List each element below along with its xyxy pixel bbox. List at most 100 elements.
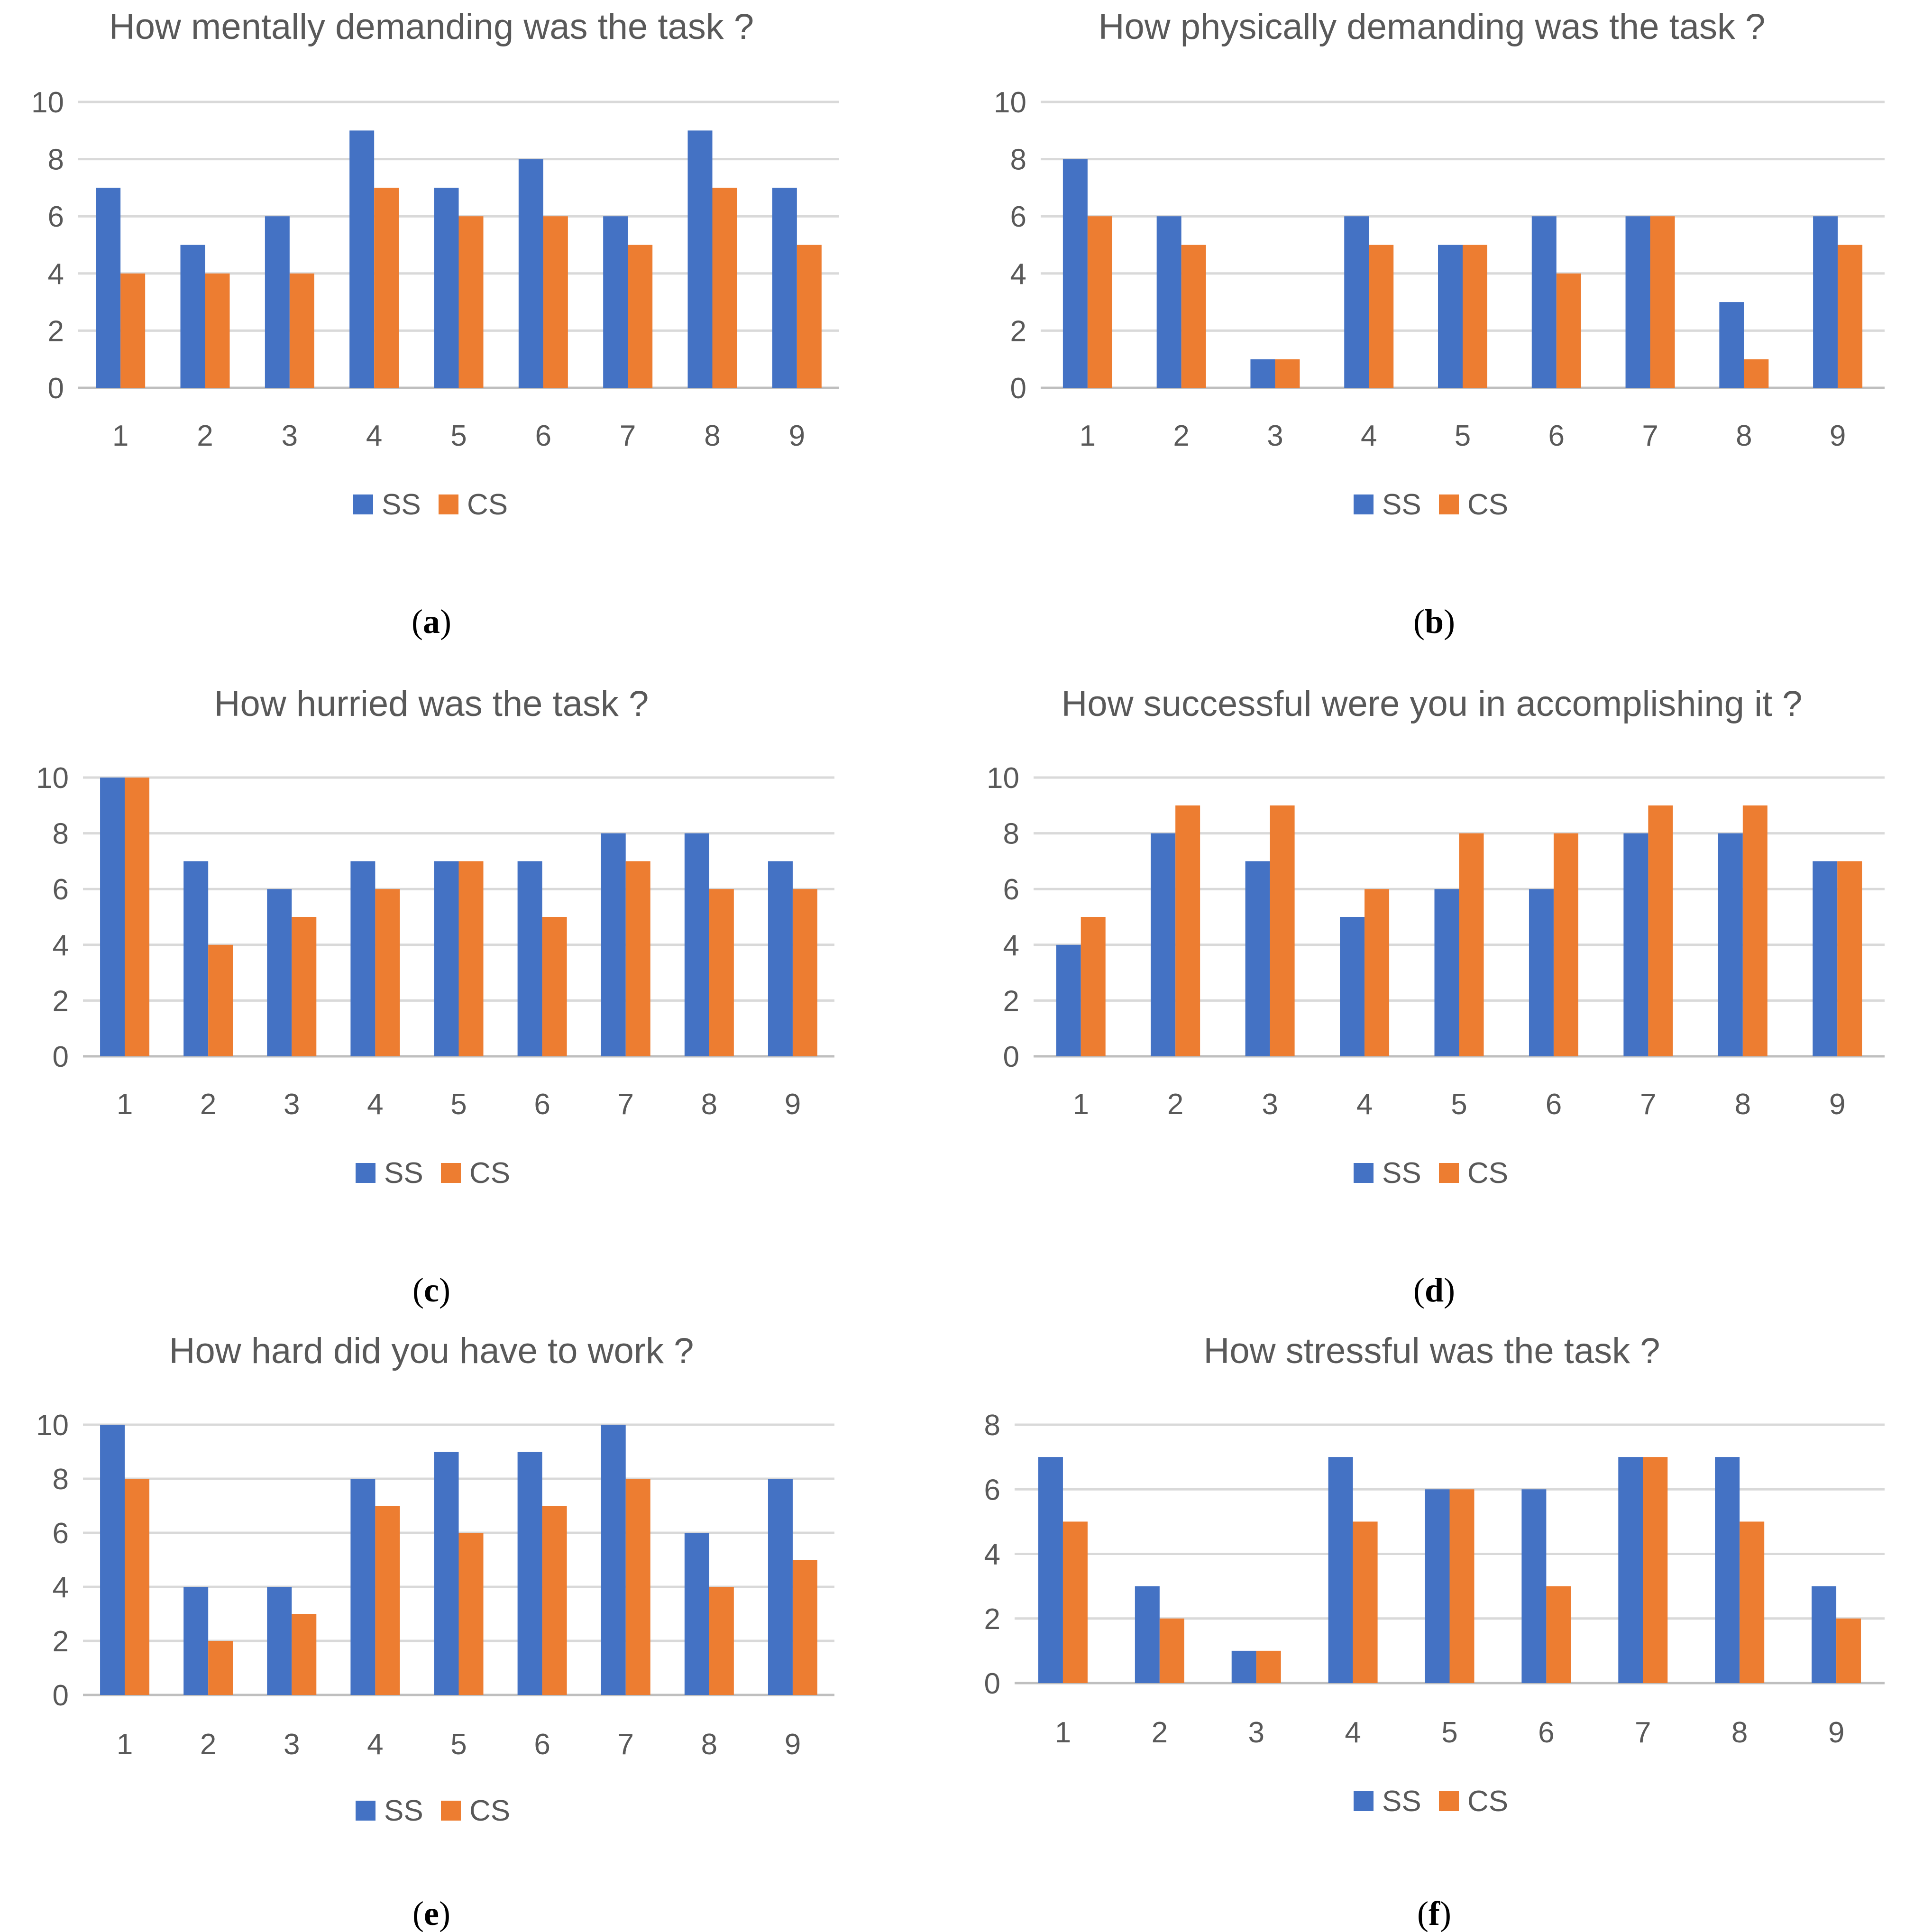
bar-cs-4 — [1353, 1521, 1378, 1683]
bar-cs-4 — [1365, 889, 1390, 1056]
bar-cs-8 — [1740, 1521, 1765, 1683]
y-tick-label: 4 — [53, 929, 69, 962]
bar-ss-1 — [100, 1425, 125, 1695]
legend-label-cs: CS — [1467, 1785, 1508, 1818]
x-tick-label: 7 — [1640, 1088, 1656, 1121]
bar-ss-5 — [1438, 245, 1463, 388]
panel-label: (d) — [1413, 1271, 1455, 1309]
legend-label-ss: SS — [384, 1157, 423, 1190]
bar-ss-3 — [267, 889, 292, 1056]
bar-ss-6 — [1531, 216, 1557, 388]
y-tick-label: 0 — [984, 1667, 1000, 1700]
x-tick-label: 1 — [117, 1728, 133, 1761]
x-tick-label: 9 — [1828, 1716, 1844, 1749]
panel-label-open: ( — [412, 1895, 424, 1932]
bar-ss-5 — [434, 187, 459, 388]
x-tick-label: 2 — [200, 1088, 216, 1121]
legend-swatch-ss — [356, 1163, 375, 1183]
chart-title: How mentally demanding was the task ? — [109, 7, 754, 47]
bar-cs-8 — [1742, 805, 1767, 1056]
panel-label-close: ) — [1444, 603, 1455, 641]
y-tick-label: 8 — [1010, 144, 1026, 176]
panel-label-open: ( — [1413, 603, 1425, 641]
y-tick-label: 2 — [53, 1625, 69, 1658]
bar-ss-4 — [349, 130, 375, 388]
x-tick-label: 1 — [1072, 1088, 1089, 1121]
bar-cs-7 — [625, 861, 650, 1056]
panel-label-letter: d — [1425, 1271, 1444, 1309]
bar-ss-8 — [684, 833, 709, 1056]
bar-ss-2 — [183, 861, 209, 1056]
bar-cs-7 — [1648, 805, 1673, 1056]
bar-ss-7 — [1625, 216, 1650, 388]
x-tick-label: 2 — [1167, 1088, 1183, 1121]
x-tick-label: 6 — [1546, 1088, 1562, 1121]
chart-panel-f: How stressful was the task ? 0 2 4 6 8 1 2 3 4 5 6 7… — [984, 1331, 1885, 1932]
bar-cs-2 — [205, 273, 230, 388]
x-tick-label: 5 — [450, 1088, 467, 1121]
y-tick-label: 0 — [48, 372, 64, 405]
bar-ss-4 — [1344, 216, 1369, 388]
bar-ss-1 — [96, 187, 121, 388]
legend: SS CS — [1354, 1157, 1508, 1190]
panel-label-letter: c — [424, 1271, 439, 1309]
bar-cs-8 — [1744, 359, 1769, 388]
x-tick-label: 4 — [1345, 1716, 1361, 1749]
x-tick-label: 4 — [367, 1088, 383, 1121]
x-tick-label: 8 — [701, 1088, 717, 1121]
bar-cs-6 — [542, 917, 567, 1056]
y-tick-label: 4 — [984, 1538, 1000, 1571]
y-tick-label: 4 — [53, 1571, 69, 1604]
x-tick-label: 1 — [1080, 420, 1096, 452]
bar-ss-9 — [1813, 861, 1838, 1056]
legend-swatch-cs — [441, 1801, 461, 1821]
bar-ss-6 — [517, 861, 542, 1056]
bar-cs-9 — [797, 245, 822, 388]
bar-ss-8 — [1715, 1457, 1740, 1683]
bar-cs-2 — [1175, 805, 1200, 1056]
y-tick-label: 10 — [36, 1409, 69, 1442]
bar-cs-1 — [1062, 1521, 1088, 1683]
x-tick-label: 8 — [1731, 1716, 1748, 1749]
bar-ss-3 — [265, 216, 290, 388]
bar-cs-1 — [1087, 216, 1112, 388]
bar-cs-7 — [1650, 216, 1675, 388]
y-tick-label: 6 — [1010, 201, 1026, 233]
bar-ss-2 — [180, 245, 205, 388]
legend-swatch-cs — [441, 1163, 461, 1183]
x-tick-label: 3 — [284, 1728, 300, 1761]
bar-ss-9 — [768, 861, 793, 1056]
x-tick-label: 3 — [284, 1088, 300, 1121]
bar-cs-4 — [375, 1506, 400, 1695]
bar-cs-8 — [709, 1587, 734, 1695]
bar-ss-2 — [1156, 216, 1181, 388]
bar-cs-5 — [458, 216, 484, 388]
bar-cs-3 — [292, 1614, 317, 1695]
y-tick-label: 2 — [1010, 315, 1026, 348]
legend-swatch-cs — [1439, 494, 1459, 514]
x-tick-label: 9 — [1830, 420, 1846, 452]
bar-ss-6 — [1521, 1489, 1547, 1683]
legend-label-ss: SS — [384, 1795, 423, 1827]
legend-swatch-ss — [1354, 494, 1374, 514]
y-tick-label: 10 — [994, 86, 1026, 119]
panel-label-close: ) — [1440, 1895, 1451, 1932]
bar-cs-3 — [1275, 359, 1300, 388]
panel-label-letter: f — [1429, 1895, 1440, 1932]
bar-ss-7 — [601, 1425, 626, 1695]
chart-panel-a: How mentally demanding was the task ? 0 2 4… — [31, 7, 839, 641]
x-tick-label: 7 — [1635, 1716, 1651, 1749]
x-tick-label: 4 — [367, 1728, 383, 1761]
x-tick-label: 8 — [704, 420, 720, 452]
bar-cs-9 — [792, 889, 817, 1056]
bar-ss-4 — [1340, 917, 1365, 1056]
bar-ss-2 — [1135, 1586, 1160, 1683]
bar-cs-3 — [1270, 805, 1295, 1056]
y-tick-label: 8 — [53, 818, 69, 851]
x-tick-label: 3 — [282, 420, 298, 452]
legend-swatch-ss — [356, 1801, 375, 1821]
x-tick-label: 4 — [1361, 420, 1377, 452]
legend-label-cs: CS — [1467, 488, 1508, 521]
bar-ss-8 — [1719, 302, 1744, 388]
y-tick-label: 4 — [1003, 929, 1019, 962]
